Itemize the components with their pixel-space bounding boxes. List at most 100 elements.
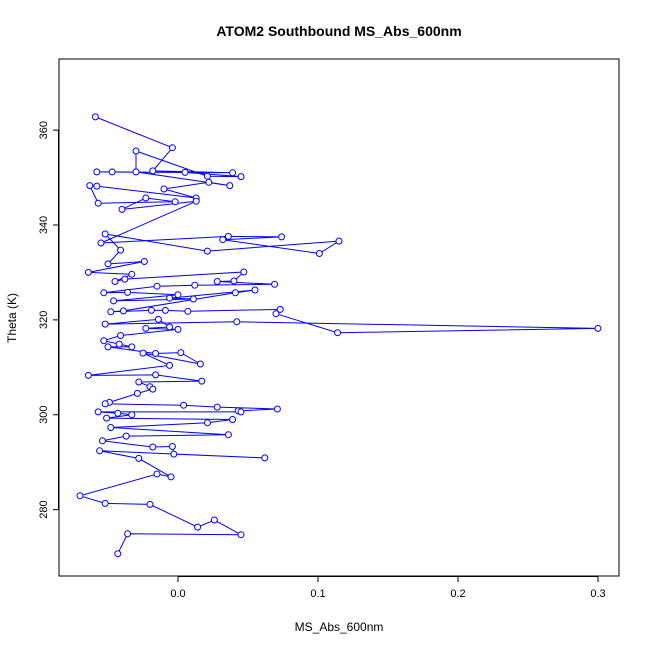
data-point bbox=[171, 198, 179, 206]
data-point bbox=[205, 178, 213, 186]
data-point bbox=[272, 310, 280, 318]
data-point bbox=[166, 323, 174, 331]
data-point bbox=[142, 194, 150, 202]
data-point bbox=[97, 239, 105, 247]
data-point bbox=[91, 113, 99, 121]
data-point bbox=[198, 377, 206, 385]
data-point bbox=[100, 337, 108, 345]
data-point bbox=[219, 236, 227, 244]
data-point bbox=[167, 473, 175, 481]
data-point bbox=[101, 230, 109, 238]
data-point bbox=[152, 371, 160, 379]
x-tick-label: 0.0 bbox=[170, 588, 185, 600]
data-point bbox=[196, 360, 204, 368]
data-point bbox=[226, 182, 234, 190]
data-point bbox=[103, 414, 111, 422]
data-point bbox=[124, 288, 132, 296]
data-point bbox=[121, 275, 129, 283]
data-point bbox=[104, 343, 112, 351]
y-tick-label: 340 bbox=[38, 216, 50, 234]
data-point bbox=[240, 268, 248, 276]
data-point bbox=[335, 237, 343, 245]
data-point bbox=[154, 315, 162, 323]
data-point bbox=[122, 432, 130, 440]
data-point bbox=[114, 550, 122, 558]
data-point bbox=[594, 324, 602, 332]
data-point bbox=[160, 185, 168, 193]
data-point bbox=[93, 168, 101, 176]
data-point bbox=[96, 447, 104, 455]
data-point bbox=[231, 289, 239, 297]
data-point bbox=[192, 197, 200, 205]
data-point bbox=[114, 409, 122, 417]
data-point bbox=[149, 385, 157, 393]
data-point bbox=[315, 250, 323, 257]
data-point bbox=[237, 173, 245, 181]
data-point bbox=[124, 530, 132, 538]
data-point bbox=[118, 205, 126, 213]
data-point bbox=[278, 233, 286, 241]
data-point bbox=[174, 325, 182, 333]
data-point bbox=[101, 400, 109, 408]
series-layer bbox=[76, 113, 602, 558]
data-point bbox=[147, 306, 155, 314]
y-tick-label: 300 bbox=[38, 406, 50, 424]
data-point bbox=[135, 378, 143, 386]
data-point bbox=[261, 454, 269, 462]
data-point bbox=[133, 389, 141, 397]
data-point bbox=[233, 318, 241, 326]
data-point bbox=[184, 307, 192, 315]
data-point bbox=[139, 349, 147, 357]
data-point bbox=[128, 270, 136, 278]
data-point bbox=[115, 340, 123, 348]
data-point bbox=[229, 169, 237, 177]
data-point bbox=[104, 260, 112, 268]
chart-title: ATOM2 Southbound MS_Abs_600nm bbox=[216, 23, 461, 39]
data-point bbox=[334, 329, 342, 337]
data-point bbox=[168, 443, 176, 450]
x-tick-label: 0.2 bbox=[450, 588, 465, 600]
x-tick-label: 0.3 bbox=[590, 588, 605, 600]
data-point bbox=[213, 403, 221, 411]
data-point bbox=[203, 419, 211, 427]
data-point bbox=[84, 268, 92, 276]
data-point bbox=[224, 232, 232, 240]
data-point bbox=[166, 361, 174, 369]
data-point bbox=[166, 294, 174, 302]
series-line bbox=[78, 116, 599, 554]
y-tick-label: 280 bbox=[38, 500, 50, 518]
data-point bbox=[93, 182, 101, 190]
data-point bbox=[128, 411, 136, 419]
y-axis-label: Theta (K) bbox=[5, 293, 19, 343]
x-axis-label: MS_Abs_600nm bbox=[295, 620, 384, 634]
data-point bbox=[98, 437, 106, 445]
data-point bbox=[149, 443, 157, 451]
data-point bbox=[273, 405, 281, 413]
data-point bbox=[110, 297, 118, 305]
data-point bbox=[237, 531, 245, 539]
data-point bbox=[117, 246, 125, 254]
data-point bbox=[276, 305, 284, 313]
data-point bbox=[128, 343, 136, 351]
data-point bbox=[168, 144, 176, 152]
data-point bbox=[107, 424, 115, 431]
data-point bbox=[94, 408, 102, 416]
y-tick-label: 360 bbox=[38, 121, 50, 139]
data-point bbox=[203, 247, 211, 255]
data-point bbox=[251, 286, 259, 294]
data-point bbox=[132, 168, 140, 176]
data-point bbox=[237, 408, 245, 416]
data-point bbox=[230, 277, 238, 285]
data-point bbox=[271, 280, 279, 288]
data-point bbox=[203, 172, 211, 180]
data-point bbox=[213, 278, 221, 285]
data-point bbox=[229, 416, 237, 423]
data-point bbox=[135, 454, 143, 462]
data-point bbox=[170, 450, 178, 458]
data-point bbox=[153, 470, 161, 478]
data-point bbox=[142, 324, 150, 332]
y-tick-label: 320 bbox=[38, 311, 50, 329]
data-point bbox=[149, 167, 157, 175]
